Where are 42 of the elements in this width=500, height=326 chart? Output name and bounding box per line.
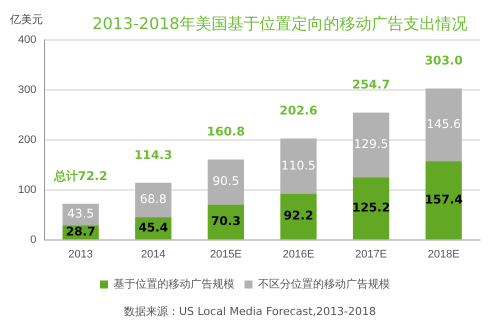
total-label: 202.6: [279, 104, 318, 118]
bar: [208, 204, 244, 240]
bar: [62, 204, 99, 226]
x-tick-label: 2014: [141, 248, 166, 260]
data-label: 90.5: [212, 174, 240, 188]
data-label: 125.2: [352, 200, 390, 214]
bar: [426, 88, 462, 162]
bar: [352, 177, 390, 240]
data-label: 92.2: [284, 208, 314, 223]
total-label: 303.0: [424, 54, 463, 68]
data-label: 68.8: [140, 192, 167, 206]
y-tick-label: 300: [18, 84, 36, 96]
y-tick-label: 400: [18, 34, 36, 46]
data-label: 145.6: [426, 116, 461, 131]
source-note: 数据来源：US Local Media Forecast,2013-2018: [122, 304, 378, 319]
total-label: 114.3: [134, 148, 172, 162]
data-label: 28.7: [66, 224, 96, 239]
x-tick-label: 2013: [68, 248, 93, 260]
data-label: 129.5: [354, 137, 388, 152]
data-label: 110.5: [281, 158, 316, 172]
total-label: 160.8: [206, 124, 245, 139]
chart-title: 2013-2018年美国基于位置定向的移动广告支出情况: [91, 14, 469, 35]
y-axis-title: 亿美元: [10, 12, 43, 27]
total-label: 总计72.2: [52, 168, 108, 183]
y-tick-label: 200: [18, 134, 36, 146]
bar: [280, 194, 317, 240]
data-label: 45.4: [138, 220, 168, 234]
y-tick-label: 100: [18, 184, 36, 196]
bar: [280, 138, 317, 194]
bar: [208, 159, 244, 205]
bar: [352, 112, 390, 178]
x-tick-label: 2018E: [428, 248, 460, 260]
total-label: 254.7: [352, 78, 390, 92]
x-tick-label: 2015E: [210, 248, 242, 260]
data-label: 70.3: [211, 214, 241, 228]
data-label: 43.5: [67, 206, 94, 221]
x-tick-label: 2016E: [282, 248, 314, 260]
legend-label: 基于位置的移动广告规模: [114, 278, 234, 291]
x-tick-label: 2017E: [355, 248, 387, 260]
y-tick-label: 0: [30, 234, 36, 246]
legend-label: 不区分位置的移动广告规模: [258, 278, 390, 291]
bar: [135, 182, 172, 218]
